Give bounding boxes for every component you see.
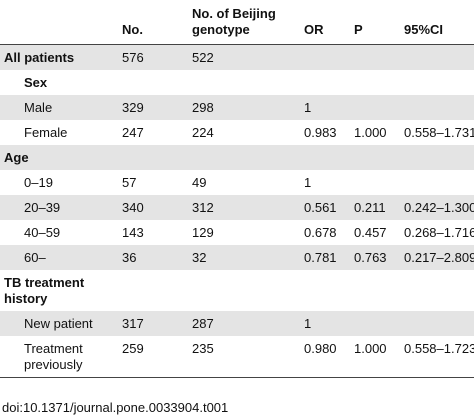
cell: 32 [192,250,207,265]
table-row: New patient 317 287 1 [0,311,474,336]
cell: 0.678 [304,225,337,240]
cell: 224 [192,125,214,140]
table-row: Female 247 224 0.983 1.000 0.558–1.731 [0,120,474,145]
table-row: Treatment previously 259 235 0.980 1.000 0.55… [0,336,474,378]
cell: 1.000 [354,125,387,140]
cell: 287 [192,316,214,331]
cell [300,45,350,71]
cell [350,45,400,71]
cell: 317 [122,316,144,331]
cell: 0.242–1.300 [404,200,474,215]
cell [400,311,474,336]
cell [118,270,188,311]
header-cell: P [354,22,363,37]
cell [300,70,350,95]
row-label: Age [4,150,29,165]
row-label: New patient [24,316,93,331]
cell: 0.561 [304,200,337,215]
table-header: No. No. of Beijing genotype OR P 95%CI [0,0,474,45]
cell: 235 [192,341,214,356]
cell: 329 [122,100,144,115]
cell [400,45,474,71]
cell [400,95,474,120]
cell [188,145,300,170]
cell: 0.558–1.731 [404,125,474,140]
cell: 129 [192,225,214,240]
row-label: All patients [4,50,75,65]
cell: 0.217–2.809 [404,250,474,265]
row-label: Treatment previously [24,341,83,372]
cell [350,145,400,170]
data-table: No. No. of Beijing genotype OR P 95%CI A… [0,0,474,378]
table-row: Sex [0,70,474,95]
table-row: Male 329 298 1 [0,95,474,120]
header-cell: No. of Beijing genotype [192,6,276,37]
cell: 36 [122,250,137,265]
cell [350,270,400,311]
cell: 576 [122,50,144,65]
cell [300,145,350,170]
row-label: 20–39 [24,200,61,215]
cell: 1 [304,175,312,190]
cell [300,270,350,311]
table-row: 60– 36 32 0.781 0.763 0.217–2.809 [0,245,474,270]
cell: 0.211 [354,200,386,215]
table-row: 40–59 143 129 0.678 0.457 0.268–1.716 [0,220,474,245]
cell [118,70,188,95]
row-label: 60– [24,250,46,265]
cell: 0.983 [304,125,337,140]
cell: 143 [122,225,144,240]
cell: 247 [122,125,144,140]
table-row: TB treatment history [0,270,474,311]
table-row: Age [0,145,474,170]
cell [400,70,474,95]
cell: 522 [192,50,214,65]
cell [400,270,474,311]
cell [350,170,400,195]
cell: 0.980 [304,341,337,356]
table-body: All patients 576 522 Sex Male 329 298 1 Female 24… [0,44,474,378]
cell [118,145,188,170]
row-label: Male [24,100,53,115]
cell: 0.763 [354,250,387,265]
row-label: 0–19 [24,175,53,190]
cell [188,70,300,95]
row-label: 40–59 [24,225,61,240]
cell: 1 [304,316,312,331]
cell: 0.457 [354,225,387,240]
cell: 340 [122,200,144,215]
header-cell: OR [304,22,324,37]
cell: 259 [122,341,144,356]
cell: 312 [192,200,214,215]
row-label: TB treatment history [4,275,85,306]
header-cell [0,0,118,45]
header-cell: No. [122,22,143,37]
row-label: Female [24,125,68,140]
table-row: 20–39 340 312 0.561 0.211 0.242–1.300 [0,195,474,220]
cell [188,270,300,311]
cell: 1.000 [354,341,387,356]
cell: 0.558–1.723 [404,341,474,356]
cell: 298 [192,100,214,115]
cell [350,311,400,336]
cell [400,145,474,170]
cell: 1 [304,100,312,115]
cell: 57 [122,175,137,190]
table-row: 0–19 57 49 1 [0,170,474,195]
header-cell: 95%CI [404,22,444,37]
doi: doi:10.1371/journal.pone.0033904.t001 [2,400,229,415]
table-row: All patients 576 522 [0,44,474,71]
cell [350,95,400,120]
cell: 49 [192,175,207,190]
cell [400,170,474,195]
cell: 0.781 [304,250,337,265]
row-label: Sex [24,75,48,90]
cell [350,70,400,95]
cell: 0.268–1.716 [404,225,474,240]
header-row: No. No. of Beijing genotype OR P 95%CI [0,0,474,45]
